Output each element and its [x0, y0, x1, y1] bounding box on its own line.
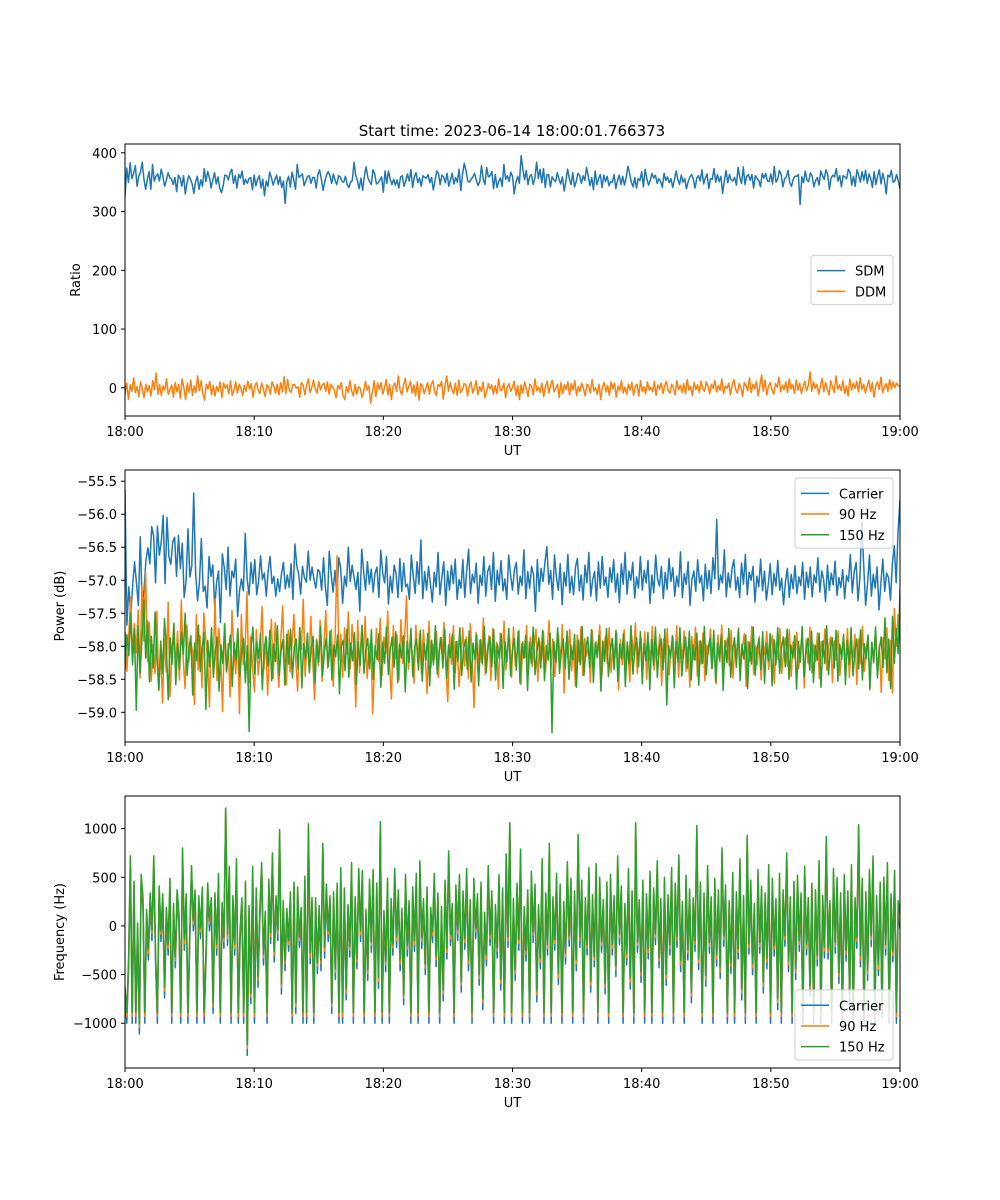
- y-tick-label: 500: [92, 871, 117, 886]
- y-axis-label: Frequency (Hz): [53, 883, 68, 981]
- x-tick-label: 18:20: [365, 425, 402, 440]
- legend-label-90-hz: 90 Hz: [839, 1020, 876, 1035]
- x-tick-label: 18:20: [365, 1077, 402, 1092]
- x-tick-label: 18:10: [235, 1077, 272, 1092]
- x-tick-label: 18:30: [494, 425, 531, 440]
- legend-box: [810, 254, 894, 306]
- x-axis-label: UT: [504, 444, 522, 459]
- y-tick-label: −58.5: [77, 673, 117, 688]
- y-tick-label: 0: [109, 382, 117, 397]
- x-tick-label: 18:50: [752, 1077, 789, 1092]
- y-tick-label: −500: [81, 969, 117, 984]
- y-tick-label: 300: [92, 206, 117, 221]
- series-line-ddm: [125, 371, 900, 404]
- legend-label-90-hz: 90 Hz: [839, 508, 876, 523]
- x-tick-label: 18:00: [106, 425, 143, 440]
- series-line-150-hz: [125, 807, 900, 1046]
- series-line-150-hz: [125, 589, 900, 734]
- x-tick-label: 18:50: [752, 751, 789, 766]
- y-axis-label: Ratio: [69, 263, 84, 296]
- y-tick-label: 100: [92, 323, 117, 338]
- y-tick-label: −1000: [73, 1017, 117, 1032]
- y-tick-label: −55.5: [77, 475, 117, 490]
- series-line-carrier: [125, 489, 900, 626]
- x-tick-label: 18:00: [106, 1077, 143, 1092]
- y-tick-label: −59.0: [77, 706, 117, 721]
- figure-title: Start time: 2023-06-14 18:00:01.766373: [359, 122, 665, 140]
- x-tick-label: 18:40: [623, 751, 660, 766]
- legend: Carrier 90 Hz 150 Hz: [794, 477, 894, 549]
- x-tick-label: 18:10: [235, 425, 272, 440]
- x-axis-label: UT: [504, 770, 522, 785]
- x-tick-label: 18:50: [752, 425, 789, 440]
- legend-label-carrier: Carrier: [839, 999, 884, 1014]
- x-tick-label: 18:20: [365, 751, 402, 766]
- y-axis-label: Power (dB): [53, 571, 68, 642]
- y-tick-label: −58.0: [77, 640, 117, 655]
- frequency-panel: 18:00 18:10 18:20 18:30 18:40 18:50 19:00 −1000…: [53, 795, 919, 1111]
- x-tick-label: 19:00: [881, 751, 918, 766]
- series-line-sdm: [125, 155, 900, 206]
- x-tick-label: 19:00: [881, 425, 918, 440]
- legend-label-carrier: Carrier: [839, 487, 884, 502]
- y-tick-label: −57.5: [77, 607, 117, 622]
- x-tick-label: 19:00: [881, 1077, 918, 1092]
- y-tick-label: 400: [92, 147, 117, 162]
- legend: SDM DDM: [810, 254, 894, 306]
- ratio-panel: 18:00 18:10 18:20 18:30 18:40 18:50 19:00 0 100 2…: [69, 143, 919, 459]
- x-tick-label: 18:30: [494, 751, 531, 766]
- legend-box: [794, 477, 894, 549]
- legend-label-150-hz: 150 Hz: [839, 529, 885, 544]
- x-tick-label: 18:40: [623, 1077, 660, 1092]
- y-tick-label: 200: [92, 264, 117, 279]
- y-tick-label: −56.0: [77, 508, 117, 523]
- x-tick-label: 18:40: [623, 425, 660, 440]
- legend-label-150-hz: 150 Hz: [839, 1041, 885, 1056]
- x-tick-label: 18:30: [494, 1077, 531, 1092]
- legend-label-ddm: DDM: [855, 285, 886, 300]
- y-tick-label: −57.0: [77, 574, 117, 589]
- x-axis-label: UT: [504, 1096, 522, 1111]
- x-tick-label: 18:10: [235, 751, 272, 766]
- legend: Carrier 90 Hz 150 Hz: [794, 989, 894, 1061]
- x-tick-label: 18:00: [106, 751, 143, 766]
- y-tick-label: 0: [109, 920, 117, 935]
- y-tick-label: −56.5: [77, 541, 117, 556]
- legend-label-sdm: SDM: [855, 265, 884, 280]
- legend-box: [794, 989, 894, 1061]
- power-panel: 18:00 18:10 18:20 18:30 18:40 18:50 19:00 −59.0…: [53, 469, 919, 785]
- y-tick-label: 1000: [84, 823, 117, 838]
